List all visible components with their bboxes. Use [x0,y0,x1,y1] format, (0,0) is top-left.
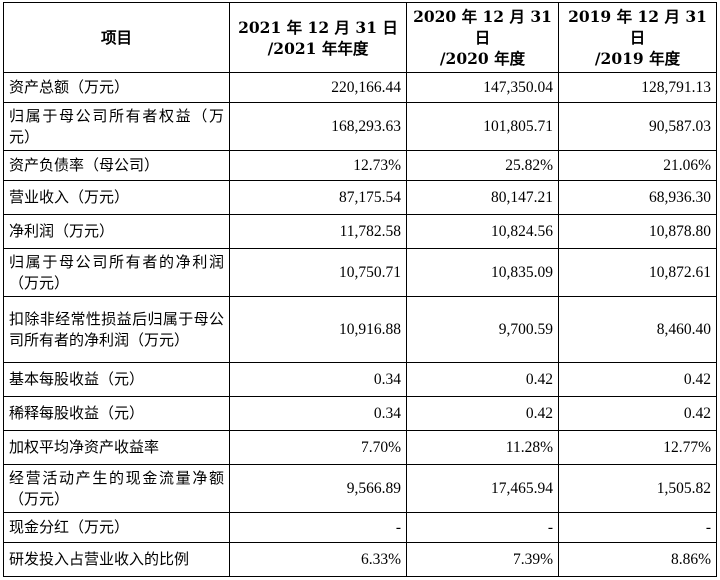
table-row: 加权平均净资产收益率 7.70% 11.28% 12.77% [3,430,717,465]
header-2019-line1: 2019 年 12 月 31 日 [568,7,707,47]
header-2021: 2021 年 12 月 31 日 /2021 年年度 [229,2,407,73]
header-item: 项目 [3,2,230,73]
table-row: 经营活动产生的现金流量净额（万元） 9,566.89 17,465.94 1,505.… [3,464,717,513]
value-2020: 9,700.59 [406,296,559,363]
row-label: 基本每股收益（元） [3,362,230,397]
header-2020-line2: /2020 年度 [439,49,526,68]
value-2020: 17,465.94 [406,464,559,513]
table-row: 营业收入（万元） 87,175.54 80,147.21 68,936.30 [3,180,717,215]
row-label: 净利润（万元） [3,214,230,249]
value-2021: 0.34 [229,362,407,397]
row-label: 资产负债率（母公司） [3,150,230,181]
header-row: 项目 2021 年 12 月 31 日 /2021 年年度 2020 年 12 … [3,2,717,73]
value-2020: 10,824.56 [406,214,559,249]
header-2019: 2019 年 12 月 31 日 /2019 年度 [558,2,717,73]
row-label: 资产总额（万元） [3,72,230,103]
value-2019: - [558,512,717,543]
value-2021: 7.70% [229,430,407,465]
header-2020: 2020 年 12 月 31 日 /2020 年度 [406,2,559,73]
value-2021: 220,166.44 [229,72,407,103]
value-2019: 128,791.13 [558,72,717,103]
value-2020: 80,147.21 [406,180,559,215]
row-label: 现金分红（万元） [3,512,230,543]
row-label: 稀释每股收益（元） [3,396,230,431]
value-2019: 10,878.80 [558,214,717,249]
value-2021: 10,750.71 [229,248,407,297]
table-row: 资产总额（万元） 220,166.44 147,350.04 128,791.13 [3,72,717,103]
row-label: 营业收入（万元） [3,180,230,215]
value-2019: 0.42 [558,396,717,431]
value-2019: 90,587.03 [558,102,717,151]
table-row: 归属于母公司所有者权益（万元） 168,293.63 101,805.71 90,58… [3,102,717,151]
value-2021: 9,566.89 [229,464,407,513]
value-2020: - [406,512,559,543]
row-label: 加权平均净资产收益率 [3,430,230,465]
header-2020-line1: 2020 年 12 月 31 日 [413,7,552,47]
header-2019-line2: /2019 年度 [594,49,681,68]
header-2021-line1: 2021 年 12 月 31 日 [238,17,398,37]
row-label: 归属于母公司所有者权益（万元） [3,102,230,151]
value-2021: 6.33% [229,542,407,577]
value-2019: 8.86% [558,542,717,577]
table-row: 研发投入占营业收入的比例 6.33% 7.39% 8.86% [3,542,717,577]
value-2021: 12.73% [229,150,407,181]
value-2020: 147,350.04 [406,72,559,103]
financial-summary-table: 项目 2021 年 12 月 31 日 /2021 年年度 2020 年 12 … [3,2,717,577]
value-2021: 87,175.54 [229,180,407,215]
value-2020: 10,835.09 [406,248,559,297]
table-row: 归属于母公司所有者的净利润（万元） 10,750.71 10,835.09 10,87… [3,248,717,297]
value-2021: 10,916.88 [229,296,407,363]
header-item-label: 项目 [100,28,132,47]
value-2020: 25.82% [406,150,559,181]
table-row: 净利润（万元） 11,782.58 10,824.56 10,878.80 [3,214,717,249]
table-row: 稀释每股收益（元） 0.34 0.42 0.42 [3,396,717,431]
value-2019: 1,505.82 [558,464,717,513]
value-2020: 101,805.71 [406,102,559,151]
value-2021: - [229,512,407,543]
value-2021: 0.34 [229,396,407,431]
value-2020: 0.42 [406,396,559,431]
table-row: 现金分红（万元） - - - [3,512,717,543]
value-2019: 12.77% [558,430,717,465]
value-2021: 11,782.58 [229,214,407,249]
row-label: 研发投入占营业收入的比例 [3,542,230,577]
value-2019: 8,460.40 [558,296,717,363]
table-row: 基本每股收益（元） 0.34 0.42 0.42 [3,362,717,397]
value-2019: 68,936.30 [558,180,717,215]
value-2020: 0.42 [406,362,559,397]
value-2019: 10,872.61 [558,248,717,297]
row-label: 扣除非经常性损益后归属于母公司所有者的净利润（万元） [3,296,230,363]
table-row: 资产负债率（母公司） 12.73% 25.82% 21.06% [3,150,717,181]
header-2021-line2: /2021 年年度 [267,38,369,58]
value-2020: 7.39% [406,542,559,577]
value-2019: 21.06% [558,150,717,181]
row-label: 经营活动产生的现金流量净额（万元） [3,464,230,513]
row-label: 归属于母公司所有者的净利润（万元） [3,248,230,297]
value-2019: 0.42 [558,362,717,397]
table-row: 扣除非经常性损益后归属于母公司所有者的净利润（万元） 10,916.88 9,700… [3,296,717,363]
value-2021: 168,293.63 [229,102,407,151]
value-2020: 11.28% [406,430,559,465]
